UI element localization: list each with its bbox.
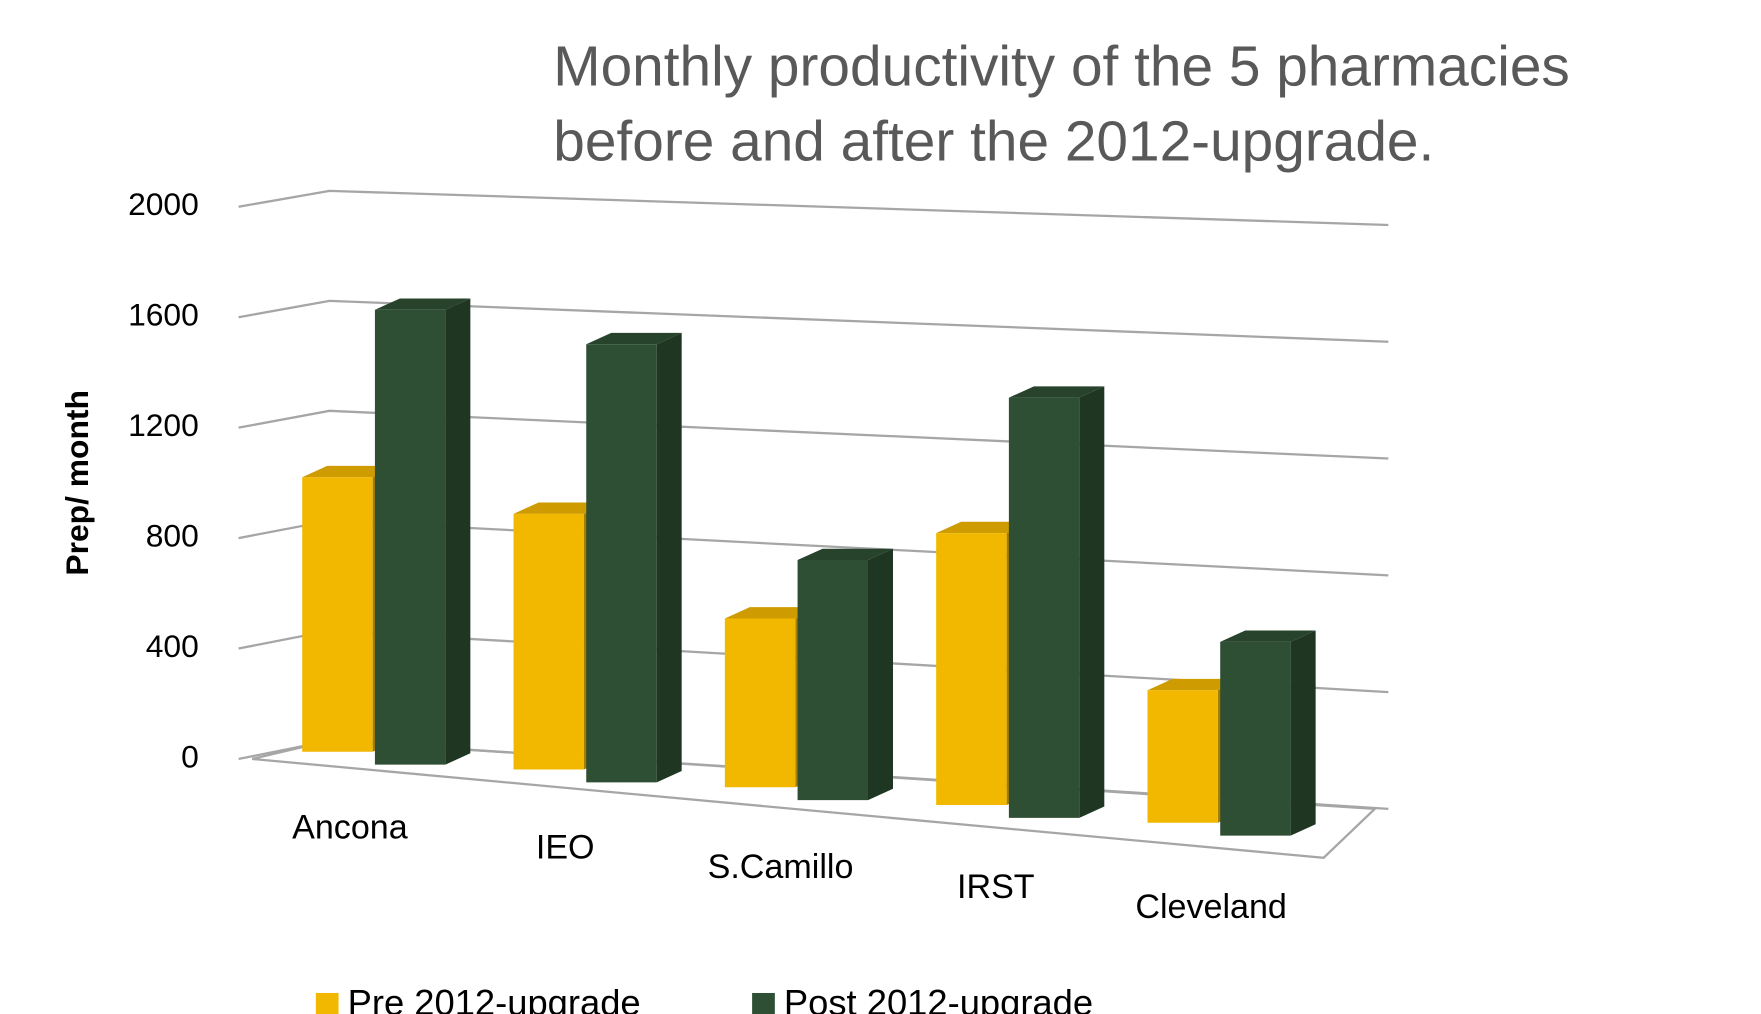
bar-top: [302, 465, 398, 478]
bar-front: [724, 618, 796, 788]
y-tick-label: 1200: [128, 407, 199, 443]
bar: [1220, 630, 1316, 836]
grid-line: [238, 299, 1389, 343]
bar: [797, 548, 893, 801]
bar-top: [586, 332, 682, 345]
chart-title: before and after the 2012-upgrade.: [553, 110, 1434, 173]
x-tick-label: Ancona: [292, 808, 408, 846]
y-tick-label: 0: [181, 738, 199, 774]
chart-title: Monthly productivity of the 5 pharmacies: [553, 35, 1570, 98]
grid-line: [238, 189, 1389, 227]
bar: [374, 298, 471, 765]
bar-front: [1008, 397, 1080, 818]
y-tick-label: 400: [146, 628, 199, 664]
bar-side: [1079, 386, 1105, 818]
bar: [1008, 386, 1105, 818]
legend-label: Post 2012-upgrade: [784, 982, 1093, 1014]
bar-top: [1008, 386, 1105, 398]
y-axis-label: Prep/ month: [59, 390, 95, 575]
bar-front: [513, 513, 584, 770]
bar-top: [1147, 678, 1243, 691]
bar-front: [586, 344, 657, 783]
x-tick-label: S.Camillo: [708, 848, 854, 886]
bar-top: [936, 521, 1032, 534]
legend-swatch: [315, 992, 339, 1014]
bar-top: [374, 298, 471, 310]
bar-side: [868, 548, 893, 801]
bar-front: [302, 477, 373, 752]
legend-swatch: [752, 992, 775, 1014]
bar-front: [797, 560, 869, 801]
bar: [586, 332, 682, 783]
bar-side: [445, 298, 471, 765]
bar-front: [1147, 690, 1218, 823]
y-tick-label: 1600: [128, 297, 199, 333]
legend-label: Pre 2012-upgrade: [348, 982, 641, 1014]
y-tick-label: 2000: [128, 186, 199, 222]
bar-top: [724, 607, 821, 619]
bar-side: [1290, 630, 1316, 836]
x-tick-label: IRST: [957, 868, 1035, 906]
y-tick-label: 800: [146, 517, 199, 553]
x-tick-label: IEO: [536, 828, 595, 866]
bar-top: [797, 548, 893, 561]
bar-top: [1220, 630, 1316, 642]
bar-front: [1220, 641, 1291, 836]
bar-side: [656, 332, 682, 783]
bar-top: [513, 502, 609, 514]
x-tick-label: Cleveland: [1135, 888, 1287, 926]
bar-front: [936, 533, 1007, 805]
bar-front: [374, 309, 446, 765]
